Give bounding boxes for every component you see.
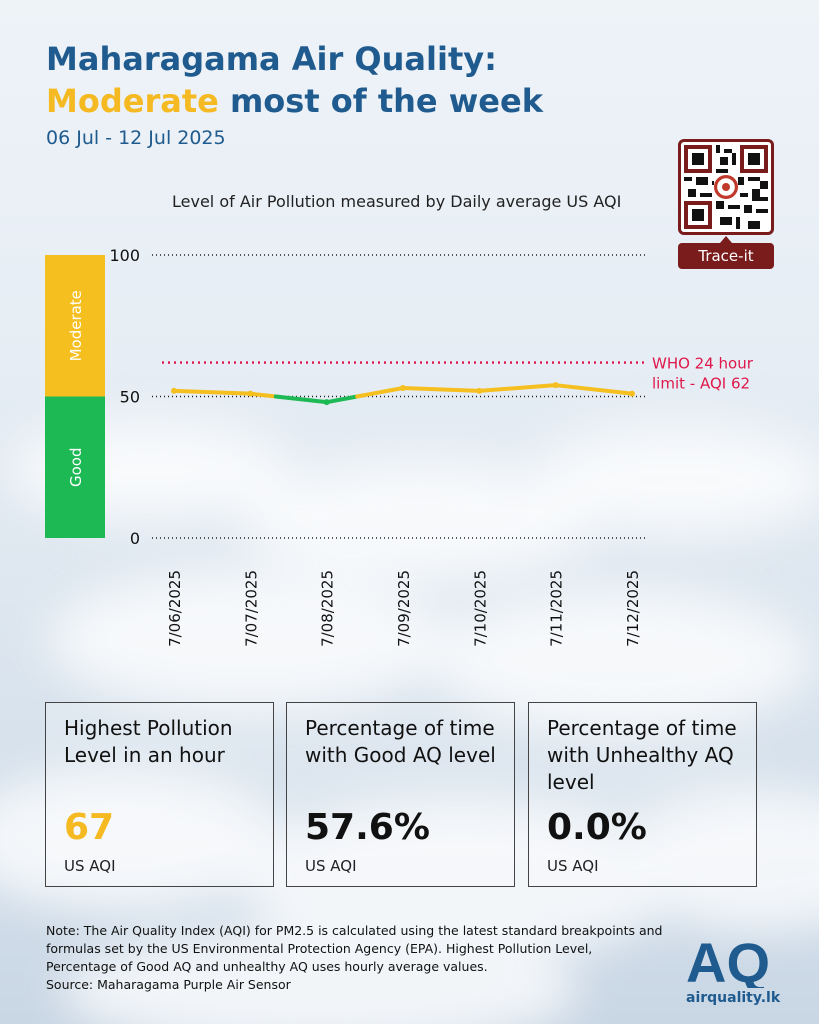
stat-value: 67 [64, 807, 115, 848]
page-title: Maharagama Air Quality: Moderate most of… [46, 38, 543, 122]
y-tick-label: 50 [120, 388, 140, 407]
data-point [629, 390, 635, 397]
data-point [476, 387, 483, 394]
stat-unit: US AQI [547, 857, 599, 875]
note-text: Note: The Air Quality Index (AQI) for PM… [46, 923, 663, 974]
date-range: 06 Jul - 12 Jul 2025 [46, 127, 226, 149]
stat-value: 57.6% [305, 807, 430, 848]
x-tick-label: 7/06/2025 [166, 570, 184, 647]
series-segment [172, 388, 253, 396]
logo-site: airquality.lk [686, 990, 781, 1006]
title-line2: most of the week [218, 82, 543, 120]
band-label: Good [67, 448, 85, 488]
stat-label: Percentage of time with Unhealthy AQ lev… [547, 716, 737, 794]
stat-unit: US AQI [305, 857, 357, 875]
x-tick-label: 7/08/2025 [319, 570, 337, 647]
data-point [247, 390, 254, 397]
title-line1: Maharagama Air Quality: [46, 40, 497, 78]
series-segment [553, 383, 634, 396]
x-tick-label: 7/11/2025 [548, 570, 566, 647]
aqi-line-chart: Good Moderate 0 50 100 WHO 24 hour limit - A… [45, 246, 754, 647]
series-segment [477, 383, 558, 393]
data-point [171, 387, 177, 394]
y-tick-label: 0 [130, 529, 140, 548]
y-tick-label: 100 [109, 246, 140, 265]
series-segment [355, 386, 405, 399]
stat-card-good-percentage: Percentage of time with Good AQ level 57… [286, 702, 515, 887]
stat-label: Highest Pollution Level in an hour [64, 716, 233, 767]
title-highlight: Moderate [46, 82, 219, 120]
qr-code-icon [684, 145, 768, 229]
airquality-logo: AQ [686, 936, 770, 988]
footnote: Note: The Air Quality Index (AQI) for PM… [46, 922, 666, 994]
source-text: Source: Maharagama Purple Air Sensor [46, 977, 291, 992]
qr-code[interactable] [678, 139, 774, 235]
data-point [400, 385, 406, 392]
series-segment [273, 394, 329, 405]
band-label: Moderate [67, 290, 85, 361]
x-tick-label: 7/12/2025 [624, 570, 642, 647]
stat-card-unhealthy-percentage: Percentage of time with Unhealthy AQ lev… [528, 702, 757, 887]
stat-label: Percentage of time with Good AQ level [305, 716, 496, 767]
data-point [323, 399, 330, 406]
who-limit-label: limit - AQI 62 [652, 375, 750, 393]
stat-card-highest-pollution: Highest Pollution Level in an hour 67 US… [45, 702, 274, 887]
data-point [552, 382, 559, 389]
chart-title: Level of Air Pollution measured by Daily… [172, 192, 622, 211]
x-tick-label: 7/09/2025 [395, 570, 413, 647]
x-tick-label: 7/10/2025 [471, 570, 489, 647]
stat-value: 0.0% [547, 807, 647, 848]
who-limit-label: WHO 24 hour [652, 355, 754, 373]
logo-mark: AQ [686, 936, 770, 988]
x-tick-label: 7/07/2025 [242, 570, 260, 647]
band-good [45, 396, 105, 538]
stat-unit: US AQI [64, 857, 116, 875]
band-moderate [45, 255, 105, 397]
series-segment [401, 386, 482, 393]
series-segment [248, 391, 278, 399]
series-segment [324, 394, 360, 405]
trace-it-button[interactable]: Trace-it [678, 236, 774, 269]
